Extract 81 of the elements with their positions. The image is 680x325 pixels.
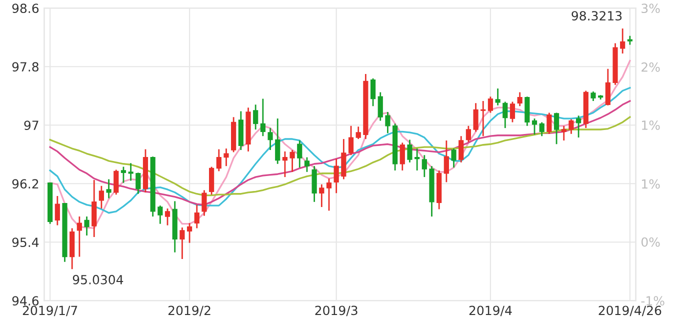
candlestick [297, 140, 302, 168]
candlestick [114, 169, 119, 196]
candlestick [422, 154, 427, 178]
line-series [49, 60, 631, 230]
candlestick [539, 122, 544, 137]
candlestick [605, 68, 610, 106]
candlestick [576, 114, 582, 138]
annotation: 98.3213 [572, 11, 622, 21]
candlestick [378, 92, 383, 122]
y-tick-label: 95.4 [12, 238, 39, 248]
candlestick [158, 204, 163, 225]
candlestick [458, 135, 464, 164]
y-tick-label: 97 [24, 120, 38, 130]
candlestick [164, 208, 170, 226]
candlestick [385, 111, 390, 134]
candlestick [370, 78, 376, 107]
candlestick [356, 126, 361, 140]
candlestick [451, 148, 456, 168]
candlestick [260, 98, 266, 137]
candlestick [480, 100, 486, 137]
x-tick-label: 2019/1/7 [22, 306, 78, 316]
annotation: 95.0304 [72, 274, 124, 284]
candlestick [495, 88, 500, 106]
candlestick [98, 185, 104, 210]
candlestick [253, 104, 258, 130]
candlestick [400, 142, 405, 172]
candlestick [620, 28, 626, 54]
candlestick [488, 96, 494, 114]
candlestick [568, 118, 574, 135]
x-tick-label: 2019/2 [168, 306, 210, 316]
candlestick [209, 166, 214, 196]
candlestick [590, 90, 596, 102]
y-tick-label: 98.6 [12, 4, 39, 14]
candlestick [180, 226, 185, 260]
candlestick [290, 149, 295, 173]
y2-tick-label: 0% [641, 237, 660, 247]
candlestick [407, 139, 412, 164]
candlestick [554, 112, 560, 145]
candlestick [128, 162, 134, 182]
candlestick [202, 190, 207, 216]
candlestick [268, 127, 273, 151]
candlestick [54, 195, 60, 226]
candlestick [502, 101, 508, 129]
y2-tick-label: 2% [642, 62, 660, 72]
x-tick-label: 2019/4 [469, 306, 512, 316]
y-tick-label: 96.2 [12, 179, 38, 189]
y2-tick-label: -1% [641, 296, 664, 306]
x-tick-label: 2019/3 [315, 306, 358, 316]
candlestick [186, 222, 192, 244]
candlestick [466, 125, 471, 143]
y-tick-label: 97.8 [12, 62, 38, 72]
candlestick [546, 112, 552, 135]
candlestick [84, 216, 90, 236]
candlestick [414, 148, 420, 172]
candlestick [334, 158, 339, 194]
candlestick [106, 178, 112, 199]
candlestick [275, 118, 280, 165]
candlestick [510, 101, 516, 123]
candlestick [341, 138, 346, 180]
y2-tick-label: 1% [642, 179, 660, 189]
y2-tick-label: 3% [642, 4, 660, 14]
candlestick [561, 125, 566, 142]
candlestick [224, 148, 229, 167]
candlestick [216, 148, 222, 172]
candlestick [136, 172, 141, 195]
candlestick [282, 150, 288, 178]
y-tick-label: 94.6 [12, 296, 39, 306]
candlestick [194, 204, 200, 229]
candlestick [312, 165, 317, 203]
x-tick-label: 2019/4/26 [598, 306, 662, 316]
candlestick [326, 178, 332, 212]
candlestick [444, 140, 449, 183]
candlestick [120, 166, 126, 184]
candlestick [473, 102, 478, 132]
candlestick [348, 125, 354, 156]
candlestick [319, 184, 324, 208]
candlestick [304, 156, 310, 173]
candlestick [76, 216, 82, 258]
candlestick [532, 118, 538, 136]
candlestick [517, 92, 522, 107]
y2-tick-label: 1% [642, 120, 660, 130]
